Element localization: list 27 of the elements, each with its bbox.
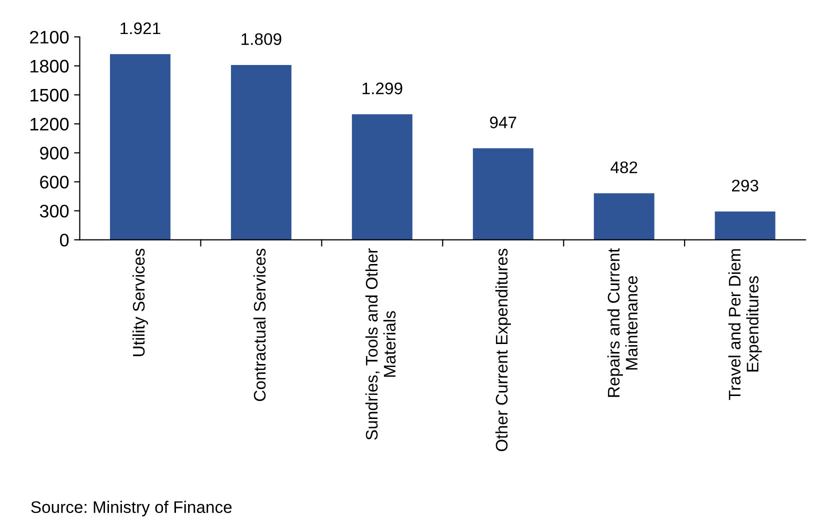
data-label: 1.921 xyxy=(120,22,160,34)
x-tick-label: Utility Services xyxy=(132,248,148,356)
data-label: 1.299 xyxy=(362,82,402,94)
bar xyxy=(594,193,654,240)
data-label: 482 xyxy=(610,161,638,174)
y-tick-label: 600 xyxy=(40,176,69,189)
y-tick-label: 1500 xyxy=(30,88,69,102)
data-label: 1.809 xyxy=(242,33,282,46)
x-tick-label: Travel and Per Diem Expenditures xyxy=(728,249,762,400)
bar xyxy=(230,65,292,240)
y-tick-label: 1200 xyxy=(30,118,69,131)
x-tick-label: Repairs and Current Maintenance xyxy=(607,248,638,397)
y-tick-label: 900 xyxy=(40,146,69,160)
bar xyxy=(714,211,776,240)
bar xyxy=(110,54,170,240)
y-tick-label: 300 xyxy=(40,204,69,218)
y-tick-label: 1800 xyxy=(30,60,69,73)
y-tick-label: 0 xyxy=(60,234,69,247)
data-label: 947 xyxy=(490,116,516,128)
y-tick-label: 2100 xyxy=(30,30,69,44)
source-note: Source: Ministry of Finance xyxy=(31,500,232,516)
bar xyxy=(352,114,412,240)
x-tick-label: Sundries, Tools and Other Materials xyxy=(365,248,396,440)
x-tick-label: Contractual Services xyxy=(253,248,266,402)
bar xyxy=(472,148,534,240)
x-tick-label: Other Current Expenditures xyxy=(495,248,511,452)
data-label: 293 xyxy=(732,180,758,192)
